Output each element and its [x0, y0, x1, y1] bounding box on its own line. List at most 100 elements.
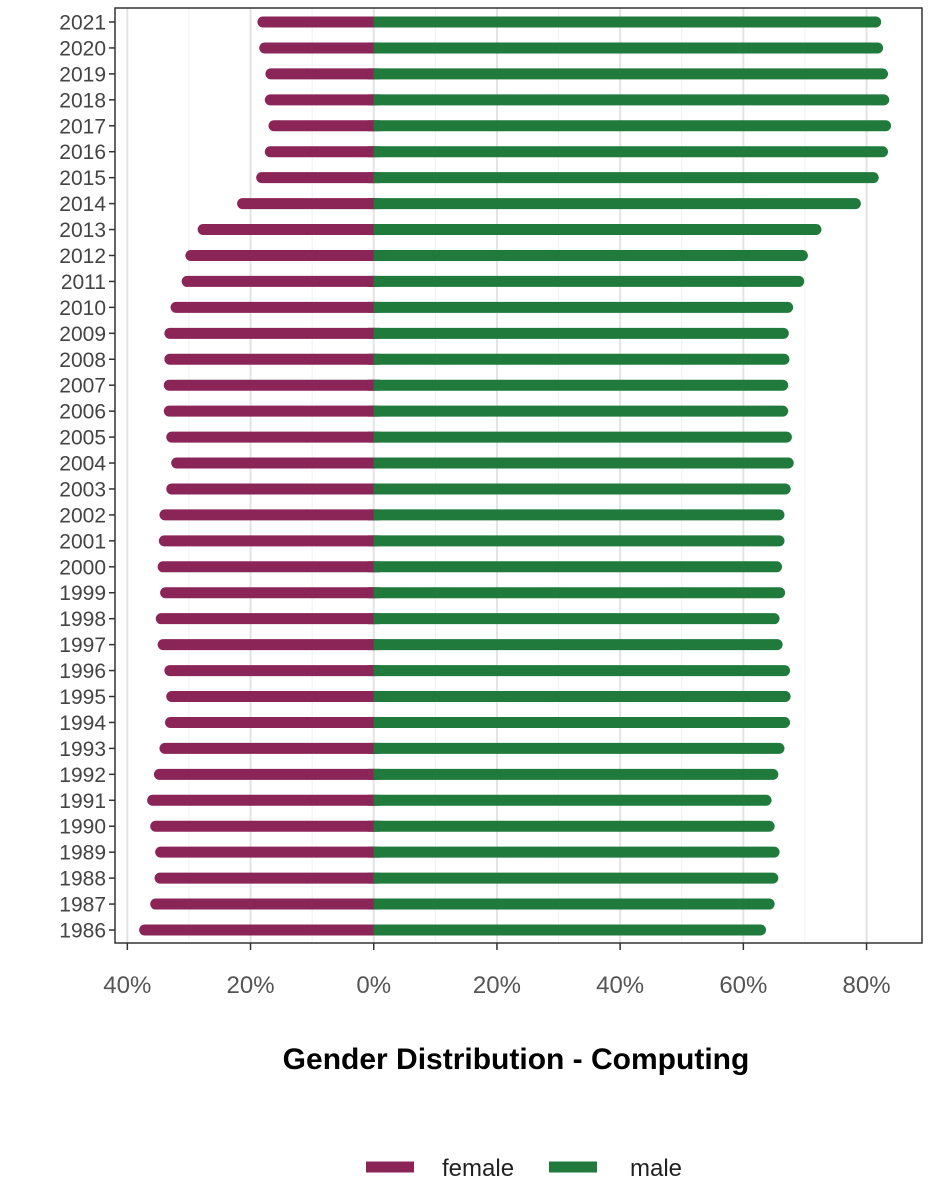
bar-female-inner-1989 — [367, 846, 374, 858]
bar-male-inner-1995 — [373, 691, 380, 703]
x-tick-label: 80% — [843, 972, 891, 999]
bar-female-inner-2000 — [367, 561, 374, 573]
bar-female-inner-2011 — [367, 275, 374, 287]
bar-female-inner-2021 — [367, 16, 374, 28]
y-tick-label-1988: 1988 — [59, 868, 106, 891]
bar-female-inner-2004 — [367, 457, 374, 469]
bar-male-inner-1986 — [373, 924, 380, 936]
y-tick-label-1994: 1994 — [59, 712, 106, 735]
bar-female-inner-1998 — [367, 613, 374, 625]
y-tick-label-2016: 2016 — [59, 141, 106, 164]
y-tick-label-1999: 1999 — [59, 582, 106, 605]
bar-female-inner-2018 — [367, 94, 374, 106]
y-tick-label-2015: 2015 — [59, 167, 106, 190]
bar-male-inner-2018 — [373, 94, 380, 106]
bar-male-inner-2019 — [373, 68, 380, 80]
bar-male-inner-2014 — [373, 198, 380, 210]
bar-male-inner-2009 — [373, 327, 380, 339]
bar-female-inner-2010 — [367, 301, 374, 313]
bar-female-inner-1986 — [367, 924, 374, 936]
legend: female male — [366, 1155, 682, 1182]
bar-male-inner-2006 — [373, 405, 380, 417]
plot-panel-border — [114, 7, 923, 944]
bar-male-inner-2001 — [373, 535, 380, 547]
bar-female-inner-1991 — [367, 794, 374, 806]
x-tick-label: 20% — [473, 972, 521, 999]
y-tick-label-1987: 1987 — [59, 894, 106, 917]
bar-female-inner-2019 — [367, 68, 374, 80]
bar-male-inner-1991 — [373, 794, 380, 806]
bar-female-inner-2007 — [367, 379, 374, 391]
bar-male-inner-1999 — [373, 587, 380, 599]
bar-male-inner-2008 — [373, 353, 380, 365]
bars — [139, 16, 892, 936]
y-tick-label-2014: 2014 — [59, 193, 106, 216]
y-tick-label-2009: 2009 — [59, 323, 106, 346]
x-tick-label: 20% — [227, 972, 275, 999]
bar-female-inner-2012 — [367, 249, 374, 261]
bar-female-inner-2005 — [367, 431, 374, 443]
y-tick-label-2006: 2006 — [59, 401, 106, 424]
bar-female-inner-1993 — [367, 742, 374, 754]
bar-male-inner-1998 — [373, 613, 380, 625]
bar-male-inner-2004 — [373, 457, 380, 469]
bar-male-inner-2015 — [373, 172, 380, 184]
bar-male-inner-1997 — [373, 639, 380, 651]
bar-male-inner-2005 — [373, 431, 380, 443]
y-tick-label-2007: 2007 — [59, 375, 106, 398]
bar-male-inner-1987 — [373, 898, 380, 910]
y-tick-label-2001: 2001 — [59, 530, 106, 553]
bar-male-inner-2016 — [373, 146, 380, 158]
bar-male-inner-1994 — [373, 716, 380, 728]
y-tick-label-2021: 2021 — [59, 12, 106, 35]
y-tick-label-2010: 2010 — [59, 297, 106, 320]
y-tick-label-2018: 2018 — [59, 89, 106, 112]
bar-female-inner-2008 — [367, 353, 374, 365]
bar-female-inner-2001 — [367, 535, 374, 547]
y-axis: 1986 1987 1988 1989 1990 1991 1992 1993 1994 1995… — [59, 12, 115, 943]
bar-female-inner-1996 — [367, 665, 374, 677]
y-tick-label-2002: 2002 — [59, 504, 106, 527]
y-tick-label-1990: 1990 — [59, 816, 106, 839]
bar-female-inner-2003 — [367, 483, 374, 495]
bar-female-inner-2002 — [367, 509, 374, 521]
bar-female-inner-1995 — [367, 691, 374, 703]
y-tick-label-1986: 1986 — [59, 920, 106, 943]
y-tick-label-2017: 2017 — [59, 115, 106, 138]
y-tick-label-1995: 1995 — [59, 686, 106, 709]
legend-label-female: female — [442, 1155, 514, 1182]
y-tick-label-1993: 1993 — [59, 738, 106, 761]
y-tick-label-2005: 2005 — [59, 427, 106, 450]
bar-male-inner-2000 — [373, 561, 380, 573]
bar-female-inner-2015 — [367, 172, 374, 184]
y-tick-label-1991: 1991 — [59, 790, 106, 813]
bar-male-inner-2013 — [373, 224, 380, 236]
bar-male-inner-2011 — [373, 275, 380, 287]
bar-female-inner-1999 — [367, 587, 374, 599]
y-tick-label-1996: 1996 — [59, 660, 106, 683]
y-tick-label-2003: 2003 — [59, 478, 106, 501]
bar-female-inner-1997 — [367, 639, 374, 651]
bar-female-inner-1994 — [367, 716, 374, 728]
bar-female-inner-1992 — [367, 768, 374, 780]
y-tick-label-2004: 2004 — [59, 453, 106, 476]
bar-male-inner-2003 — [373, 483, 380, 495]
x-tick-label: 60% — [719, 972, 767, 999]
bar-female-inner-2014 — [367, 198, 374, 210]
bar-male-inner-2012 — [373, 249, 380, 261]
grid-lines — [126, 8, 868, 943]
y-tick-label-2020: 2020 — [59, 37, 106, 60]
bar-female-inner-1990 — [367, 820, 374, 832]
x-tick-label: 0% — [356, 972, 391, 999]
bar-female-inner-2013 — [367, 224, 374, 236]
x-axis-title: Gender Distribution - Computing — [283, 1043, 750, 1076]
y-tick-label-2012: 2012 — [59, 245, 106, 268]
y-tick-label-1997: 1997 — [59, 634, 106, 657]
y-tick-label-1989: 1989 — [59, 842, 106, 865]
y-tick-label-2000: 2000 — [59, 556, 106, 579]
bar-male-inner-1996 — [373, 665, 380, 677]
y-tick-label-2008: 2008 — [59, 349, 106, 372]
bar-female-inner-2020 — [367, 42, 374, 54]
bar-female-inner-2009 — [367, 327, 374, 339]
x-axis: 40% 20% 0% 20% 40% 60% 80% — [103, 943, 891, 999]
